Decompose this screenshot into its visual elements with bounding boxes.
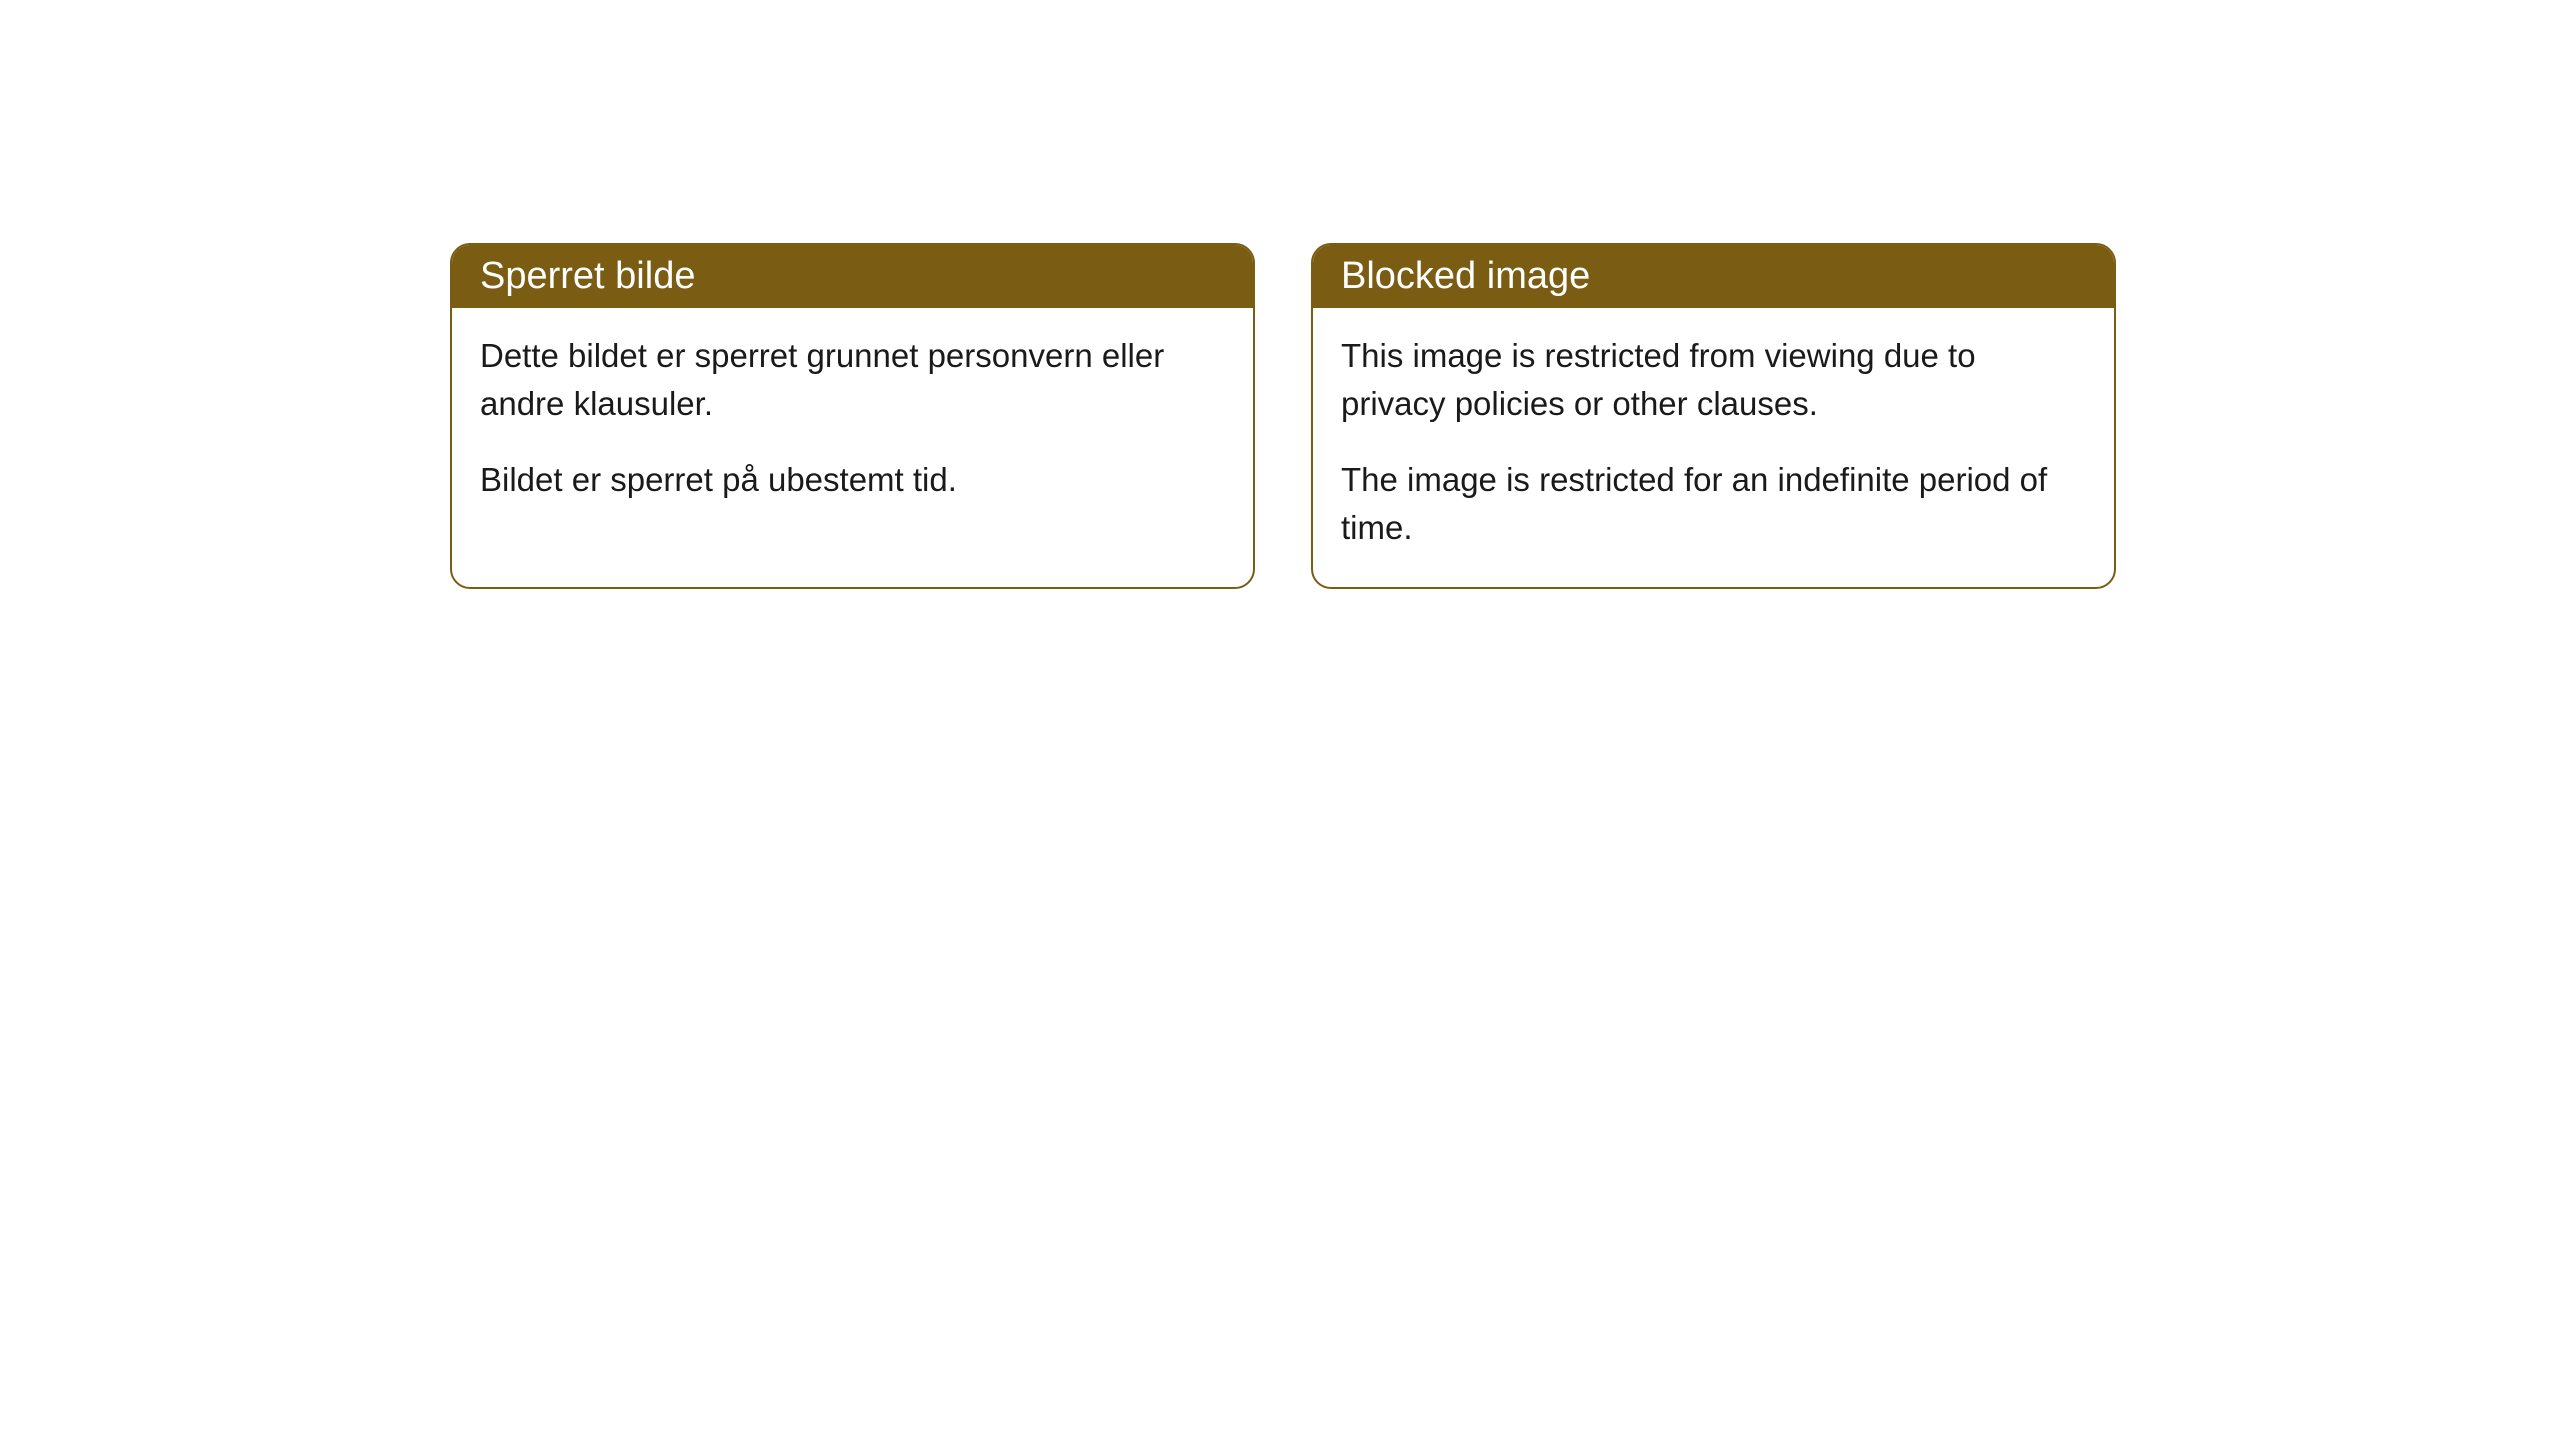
card-paragraph-2: The image is restricted for an indefinit… (1341, 456, 2086, 552)
card-paragraph-2: Bildet er sperret på ubestemt tid. (480, 456, 1225, 504)
card-title: Blocked image (1341, 255, 1590, 297)
card-header: Blocked image (1313, 245, 2114, 308)
card-paragraph-1: This image is restricted from viewing du… (1341, 332, 2086, 428)
card-header: Sperret bilde (452, 245, 1253, 308)
card-body: Dette bildet er sperret grunnet personve… (452, 308, 1253, 540)
card-paragraph-1: Dette bildet er sperret grunnet personve… (480, 332, 1225, 428)
notice-card-english: Blocked image This image is restricted f… (1311, 243, 2116, 589)
notice-card-norwegian: Sperret bilde Dette bildet er sperret gr… (450, 243, 1255, 589)
notice-cards-container: Sperret bilde Dette bildet er sperret gr… (450, 243, 2116, 589)
card-title: Sperret bilde (480, 255, 695, 297)
card-body: This image is restricted from viewing du… (1313, 308, 2114, 587)
